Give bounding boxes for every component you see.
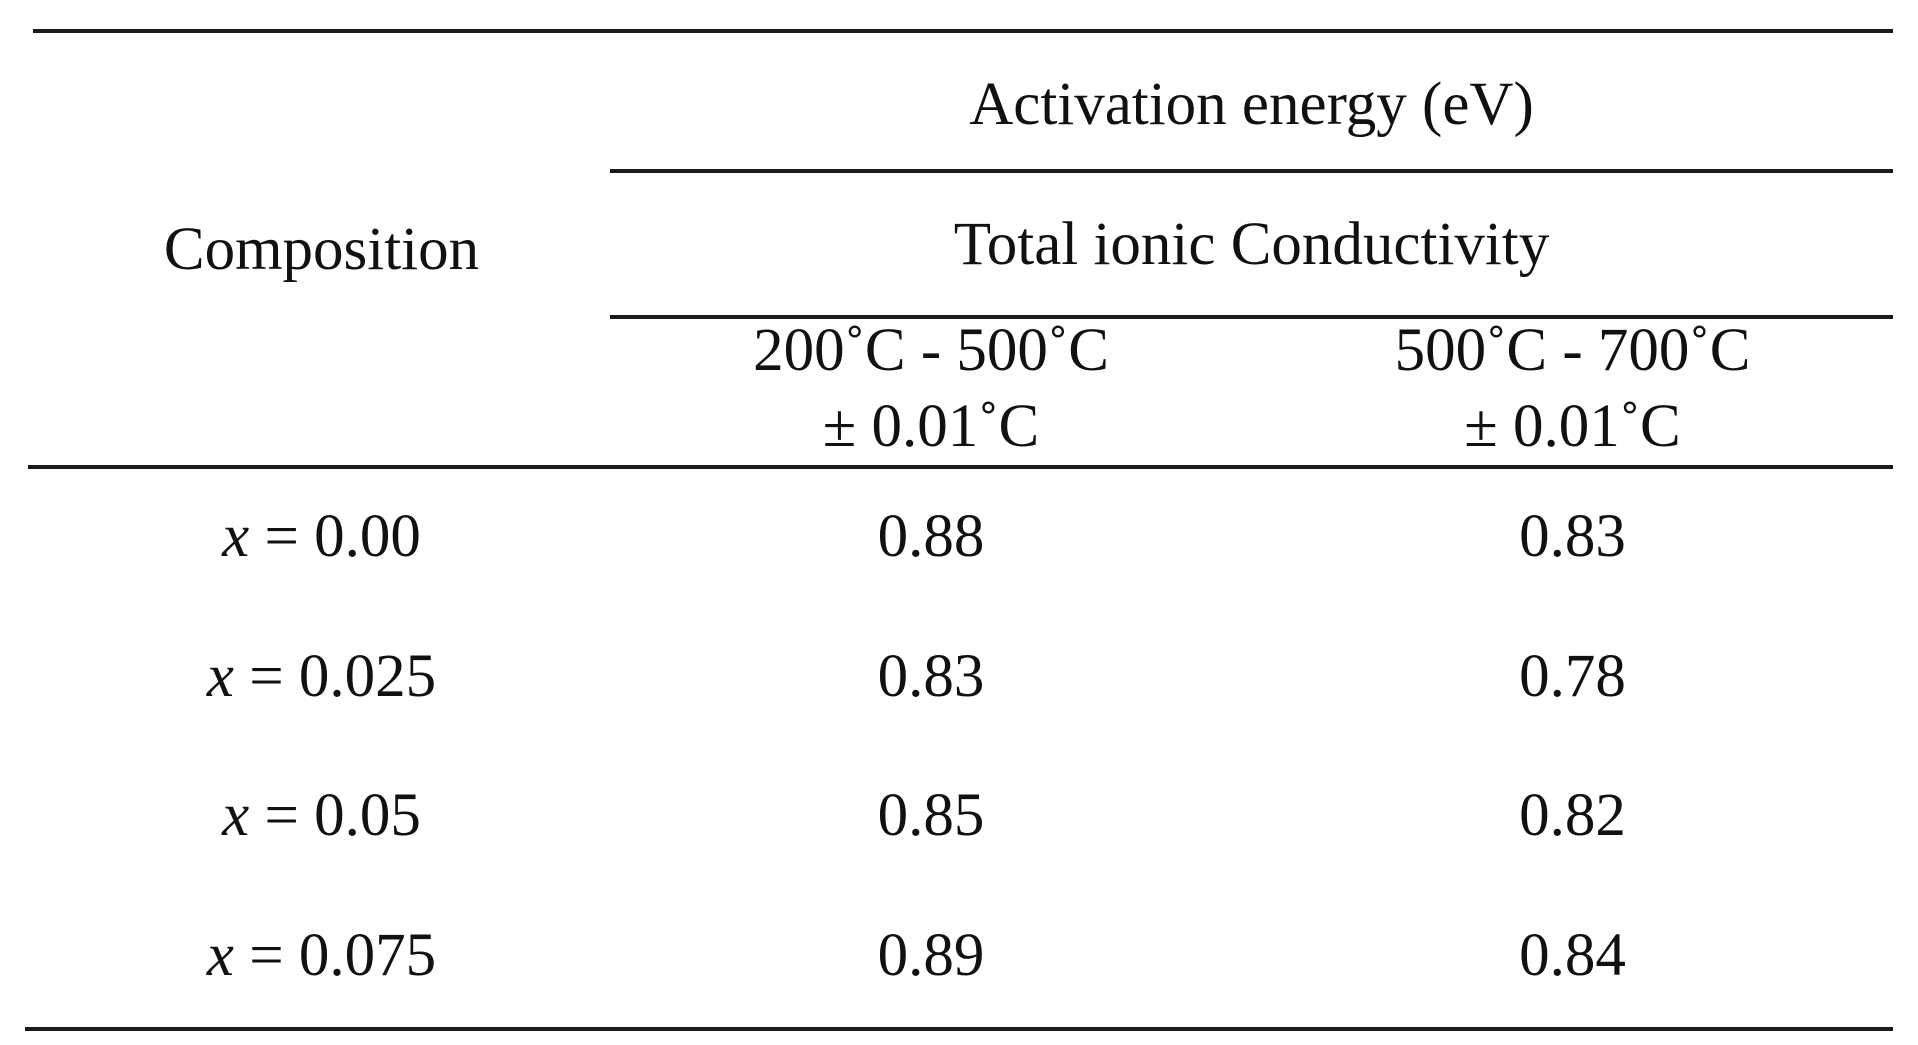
- row-composition: x = 0.05: [33, 779, 610, 853]
- table-cell: 0.82: [1519, 782, 1626, 849]
- header-activation-energy: Activation energy (eV): [969, 71, 1534, 138]
- table-cell: 0.89: [877, 922, 985, 989]
- top-rule: [33, 29, 1893, 33]
- row-composition: x = 0.025: [33, 640, 610, 714]
- row-composition: x = 0.075: [33, 919, 610, 993]
- table-cell: 0.85: [877, 782, 985, 849]
- composition-value: = 0.075: [233, 922, 437, 989]
- group-rule: [610, 169, 1893, 173]
- header-composition: Composition: [163, 216, 480, 283]
- bottom-rule: [25, 1027, 1893, 1031]
- table-cell: 0.78: [1519, 643, 1626, 710]
- table-cell: 0.83: [1519, 503, 1626, 570]
- composition-variable: x: [206, 922, 234, 989]
- header-range-high: 500˚C - 700˚C: [1394, 317, 1751, 384]
- table-cell: 0.83: [877, 643, 985, 710]
- table-cell: 0.84: [1519, 922, 1626, 989]
- header-rule: [28, 465, 1893, 469]
- composition-value: = 0.05: [249, 782, 421, 849]
- composition-value: = 0.025: [233, 643, 437, 710]
- header-range-low: 200˚C - 500˚C: [753, 317, 1109, 384]
- header-total-ionic-conductivity: Total ionic Conductivity: [953, 211, 1550, 278]
- composition-variable: x: [206, 643, 234, 710]
- table-cell: 0.88: [877, 503, 985, 570]
- composition-variable: x: [222, 503, 250, 570]
- composition-value: = 0.00: [249, 503, 421, 570]
- subgroup-rule: [610, 315, 1893, 319]
- header-tolerance-low: ± 0.01˚C: [822, 393, 1040, 460]
- header-tolerance-high: ± 0.01˚C: [1464, 393, 1681, 460]
- composition-variable: x: [222, 782, 250, 849]
- row-composition: x = 0.00: [33, 500, 610, 574]
